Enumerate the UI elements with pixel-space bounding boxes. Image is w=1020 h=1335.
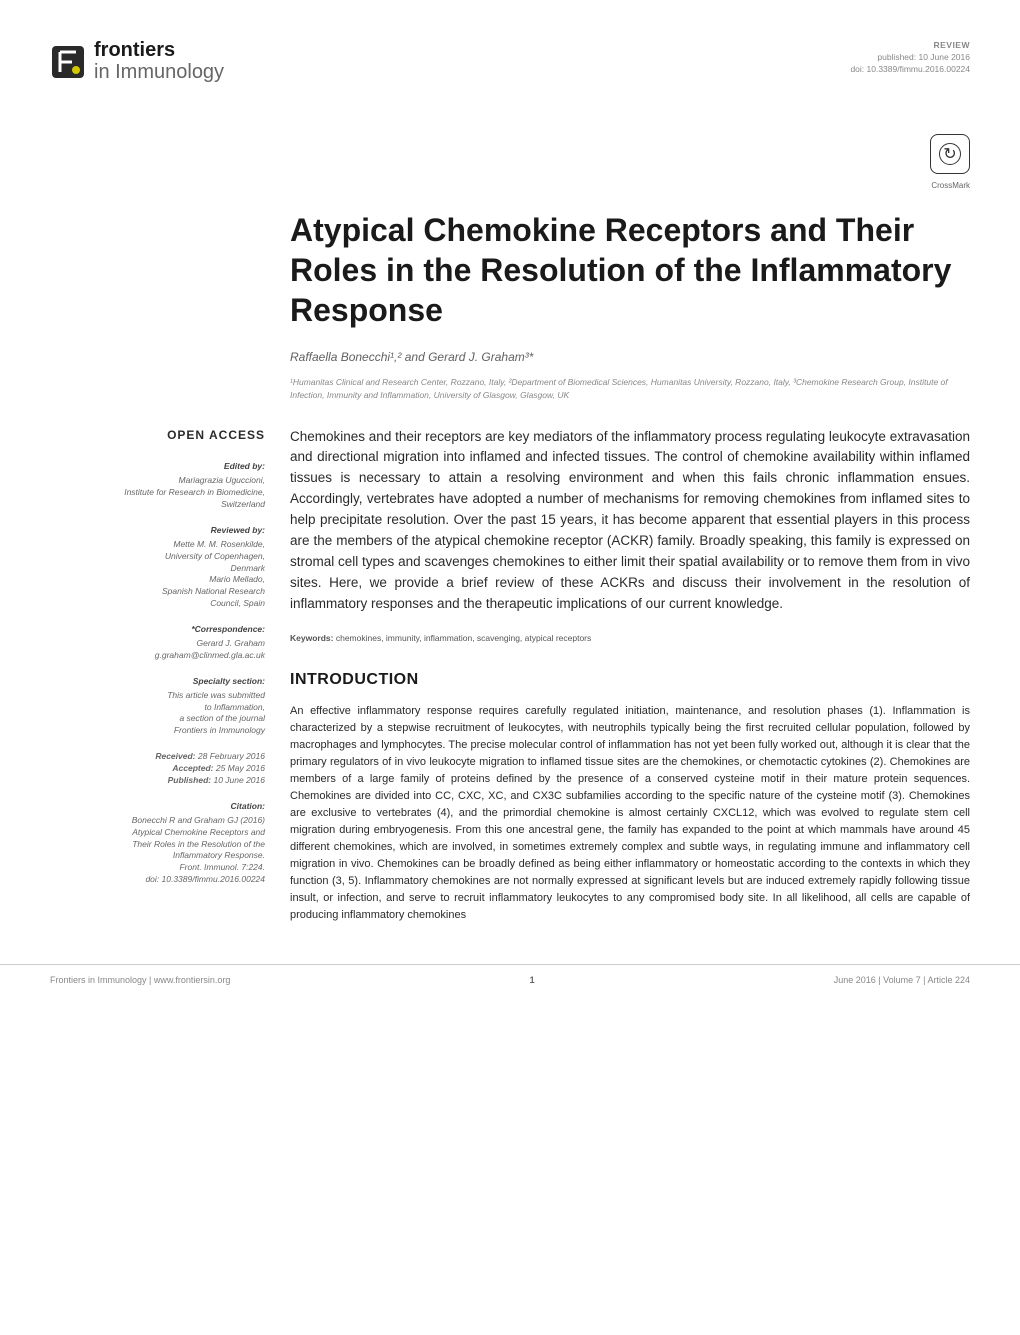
specialty-text: This article was submitted to Inflammati… — [50, 690, 265, 738]
sidebar: OPEN ACCESS Edited by: Mariagrazia Ugucc… — [50, 427, 265, 925]
crossmark-container: CrossMark — [50, 134, 970, 190]
journal-name-sub: in Immunology — [94, 60, 224, 84]
specialty-section: Specialty section: This article was subm… — [50, 676, 265, 737]
dates-section: Received: 28 February 2016 Accepted: 25 … — [50, 751, 265, 787]
edited-by-text: Mariagrazia Uguccioni, Institute for Res… — [50, 475, 265, 511]
footer-right: June 2016 | Volume 7 | Article 224 — [834, 975, 970, 985]
frontiers-logo-icon — [50, 44, 86, 80]
crossmark-icon[interactable] — [930, 134, 970, 174]
abstract-text: Chemokines and their receptors are key m… — [290, 427, 970, 615]
page-header: frontiers in Immunology REVIEW published… — [50, 40, 970, 84]
citation-heading: Citation: — [50, 801, 265, 813]
specialty-heading: Specialty section: — [50, 676, 265, 688]
published-label: Published: — [168, 775, 211, 785]
accepted-date: 25 May 2016 — [216, 763, 265, 773]
journal-name: frontiers in Immunology — [94, 40, 224, 84]
header-meta: REVIEW published: 10 June 2016 doi: 10.3… — [850, 40, 970, 76]
received-label: Received: — [155, 751, 195, 761]
open-access-badge: OPEN ACCESS — [50, 427, 265, 444]
published-date-sidebar: 10 June 2016 — [213, 775, 265, 785]
footer-left: Frontiers in Immunology | www.frontiersi… — [50, 975, 230, 985]
reviewed-by-section: Reviewed by: Mette M. M. Rosenkilde, Uni… — [50, 525, 265, 610]
keywords-label: Keywords: — [290, 633, 333, 643]
published-date: published: 10 June 2016 — [850, 52, 970, 64]
dates-text: Received: 28 February 2016 Accepted: 25 … — [50, 751, 265, 787]
edited-by-section: Edited by: Mariagrazia Uguccioni, Instit… — [50, 461, 265, 511]
reviewed-by-text: Mette M. M. Rosenkilde, University of Co… — [50, 539, 265, 610]
journal-logo: frontiers in Immunology — [50, 40, 224, 84]
received-date: 28 February 2016 — [198, 751, 265, 761]
doi-text: doi: 10.3389/fimmu.2016.00224 — [850, 64, 970, 76]
accepted-label: Accepted: — [172, 763, 213, 773]
edited-by-heading: Edited by: — [50, 461, 265, 473]
affiliations-text: ¹Humanitas Clinical and Research Center,… — [290, 376, 970, 402]
keywords-text: chemokines, immunity, inflammation, scav… — [336, 633, 591, 643]
crossmark-label: CrossMark — [50, 181, 970, 190]
correspondence-section: *Correspondence: Gerard J. Graham g.grah… — [50, 624, 265, 662]
footer-page-number: 1 — [530, 975, 535, 985]
journal-name-main: frontiers — [94, 40, 224, 60]
citation-section: Citation: Bonecchi R and Graham GJ (2016… — [50, 801, 265, 886]
correspondence-text: Gerard J. Graham g.graham@clinmed.gla.ac… — [50, 638, 265, 662]
keywords: Keywords: chemokines, immunity, inflamma… — [290, 633, 970, 643]
correspondence-heading: *Correspondence: — [50, 624, 265, 636]
article-type: REVIEW — [850, 40, 970, 52]
article-title: Atypical Chemokine Receptors and Their R… — [290, 210, 970, 330]
main-content: Chemokines and their receptors are key m… — [290, 427, 970, 925]
section-heading: INTRODUCTION — [290, 671, 970, 689]
page-footer: Frontiers in Immunology | www.frontiersi… — [0, 964, 1020, 995]
reviewed-by-heading: Reviewed by: — [50, 525, 265, 537]
citation-text: Bonecchi R and Graham GJ (2016) Atypical… — [50, 815, 265, 886]
authors-list: Raffaella Bonecchi¹,² and Gerard J. Grah… — [290, 350, 970, 364]
body-text: An effective inflammatory response requi… — [290, 703, 970, 925]
